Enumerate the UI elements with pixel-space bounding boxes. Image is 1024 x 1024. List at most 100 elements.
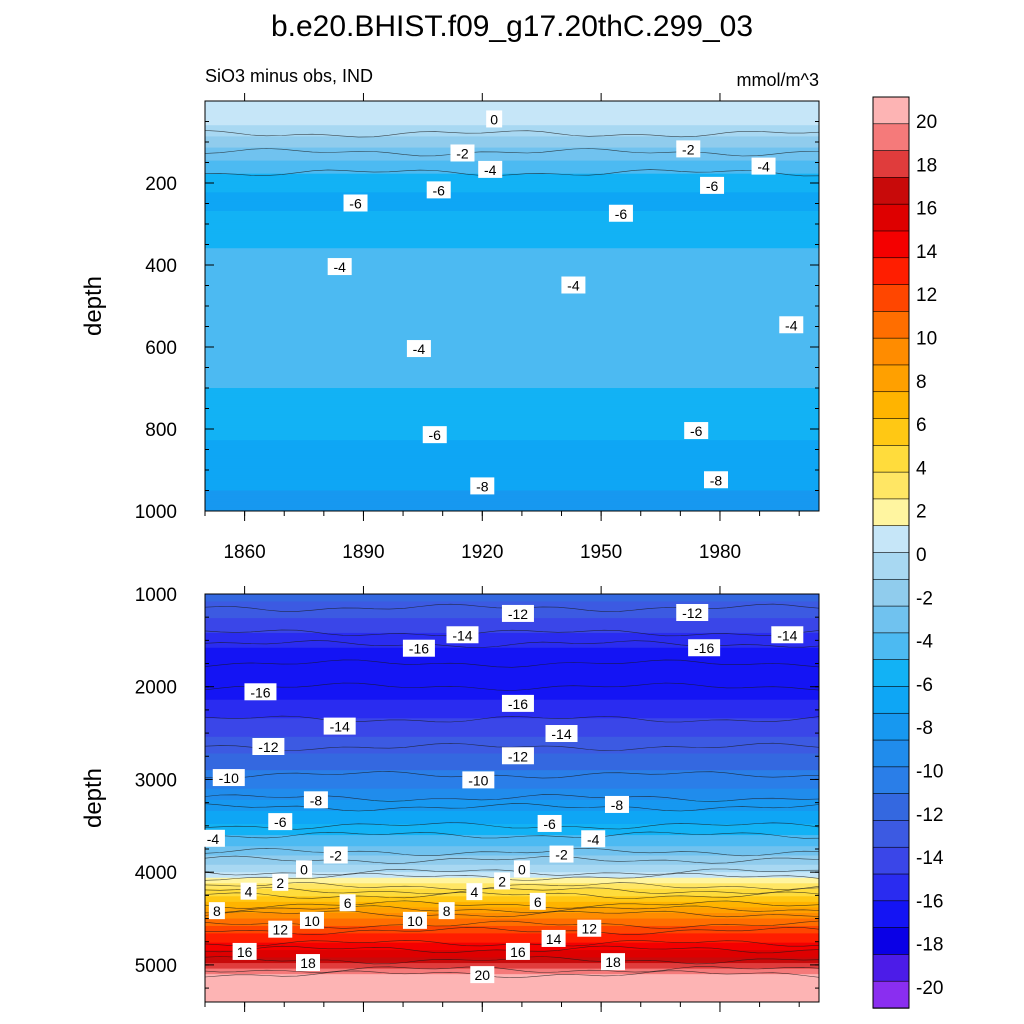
upper-fill-band xyxy=(205,300,819,303)
lower-contour-label-box xyxy=(771,626,804,644)
upper-fill-band xyxy=(205,307,819,311)
lower-fill-band xyxy=(205,742,819,745)
lower-contour-label-box xyxy=(529,892,546,910)
lower-fill-band xyxy=(205,907,819,910)
upper-contour-label: -4 xyxy=(333,259,346,275)
lower-fill-band xyxy=(205,805,819,808)
lower-fill-band xyxy=(205,901,819,905)
upper-fill-band xyxy=(205,358,819,361)
upper-fill-band xyxy=(205,196,819,199)
lower-fill-band xyxy=(205,632,819,636)
lower-fill-band xyxy=(205,777,819,781)
colorbar-swatch xyxy=(872,498,910,527)
lower-contour-label: -4 xyxy=(587,831,600,847)
upper-fill-band xyxy=(205,326,819,329)
lower-fill-band xyxy=(205,835,819,838)
lower-fill-band xyxy=(205,961,819,964)
colorbar-swatch xyxy=(872,632,910,661)
colorbar-label: 12 xyxy=(916,285,937,306)
lower-fill-band xyxy=(205,879,819,883)
lower-fill-band xyxy=(205,827,819,831)
lower-contour-line xyxy=(205,742,819,752)
lower-fill-band xyxy=(205,1000,819,1002)
lower-fill-band xyxy=(205,809,819,812)
upper-fill-band xyxy=(205,251,819,255)
upper-fill-band xyxy=(205,343,819,346)
upper-fill-band xyxy=(205,389,819,393)
upper-fill-band xyxy=(205,335,819,339)
lower-fill-band xyxy=(205,768,819,771)
lower-contour-label: -12 xyxy=(682,605,702,621)
lower-fill-band xyxy=(205,994,819,998)
lower-fill-band xyxy=(205,662,819,666)
lower-fill-band xyxy=(205,862,819,866)
lower-contour-label-box xyxy=(200,829,225,847)
lower-fill-band xyxy=(205,887,819,890)
upper-contour-label-box xyxy=(676,140,701,158)
colorbar-label: -2 xyxy=(916,588,933,609)
upper-contour-label-box xyxy=(779,316,804,334)
lower-fill-band xyxy=(205,924,819,927)
upper-fill-band xyxy=(205,445,819,449)
upper-fill-band xyxy=(205,259,819,262)
upper-fill-band xyxy=(205,462,819,466)
lower-contour-label-box xyxy=(501,747,534,765)
lower-fill-band xyxy=(205,664,819,667)
lower-fill-band xyxy=(205,983,819,986)
upper-fill-band xyxy=(205,404,819,408)
lower-panel-contour-labels: -12 -12 -14 -14 -16 -16 -16 -16 -14 -14 -12 -12 -10 -… xyxy=(200,604,804,984)
upper-fill-band xyxy=(205,490,819,493)
lower-fill-band xyxy=(205,671,819,675)
lower-fill-band xyxy=(205,823,819,827)
colorbar-swatch xyxy=(872,954,910,982)
lower-fill-band xyxy=(205,638,819,641)
lower-fill-band xyxy=(205,785,819,788)
upper-fill-band xyxy=(205,320,819,324)
upper-fill-band xyxy=(205,371,819,374)
lower-contour-label: 6 xyxy=(534,894,542,910)
upper-contour-label-box xyxy=(561,276,586,294)
colorbar-swatch xyxy=(872,793,910,822)
upper-fill-band xyxy=(205,104,819,108)
lower-fill-band xyxy=(205,631,819,634)
colorbar-label: -16 xyxy=(916,891,943,912)
lower-fill-band xyxy=(205,836,819,840)
upper-fill-band xyxy=(205,347,819,350)
upper-fill-band xyxy=(205,296,819,300)
upper-fill-band xyxy=(205,192,819,195)
lower-contour-label: 6 xyxy=(344,895,352,911)
lower-contour-line xyxy=(205,970,819,979)
lower-contour-label-box xyxy=(402,911,427,929)
lower-ytick-label: 2000 xyxy=(135,678,177,699)
upper-fill-band xyxy=(205,494,819,497)
lower-fill-band xyxy=(205,668,819,671)
lower-fill-band xyxy=(205,623,819,627)
upper-fill-band xyxy=(205,164,819,167)
lower-contour-label: -10 xyxy=(219,770,239,786)
lower-contour-label-box xyxy=(268,813,293,831)
upper-ytick-label: 400 xyxy=(145,256,177,277)
lower-contour-label-box xyxy=(323,846,348,864)
upper-panel-contour-fill xyxy=(205,101,819,511)
lower-contour-label-box xyxy=(470,966,495,984)
upper-fill-band xyxy=(205,125,819,128)
lower-fill-band xyxy=(205,786,819,790)
lower-fill-band xyxy=(205,814,819,818)
lower-fill-band xyxy=(205,794,819,797)
upper-fill-band xyxy=(205,222,819,225)
lower-fill-band xyxy=(205,710,819,714)
lower-fill-band xyxy=(205,599,819,603)
lower-fill-band xyxy=(205,601,819,604)
upper-fill-band xyxy=(205,386,819,389)
lower-fill-band xyxy=(205,729,819,732)
upper-fill-band xyxy=(205,181,819,184)
upper-fill-band xyxy=(205,432,819,436)
lower-contour-label: 10 xyxy=(304,913,320,929)
colorbar-frame xyxy=(872,96,910,1009)
lower-fill-band xyxy=(205,940,819,944)
lower-fill-band xyxy=(205,781,819,784)
upper-fill-band xyxy=(205,292,819,296)
lower-contour-label-box xyxy=(581,830,606,848)
lower-fill-band xyxy=(205,833,819,836)
lower-contour-label-box xyxy=(402,639,435,657)
